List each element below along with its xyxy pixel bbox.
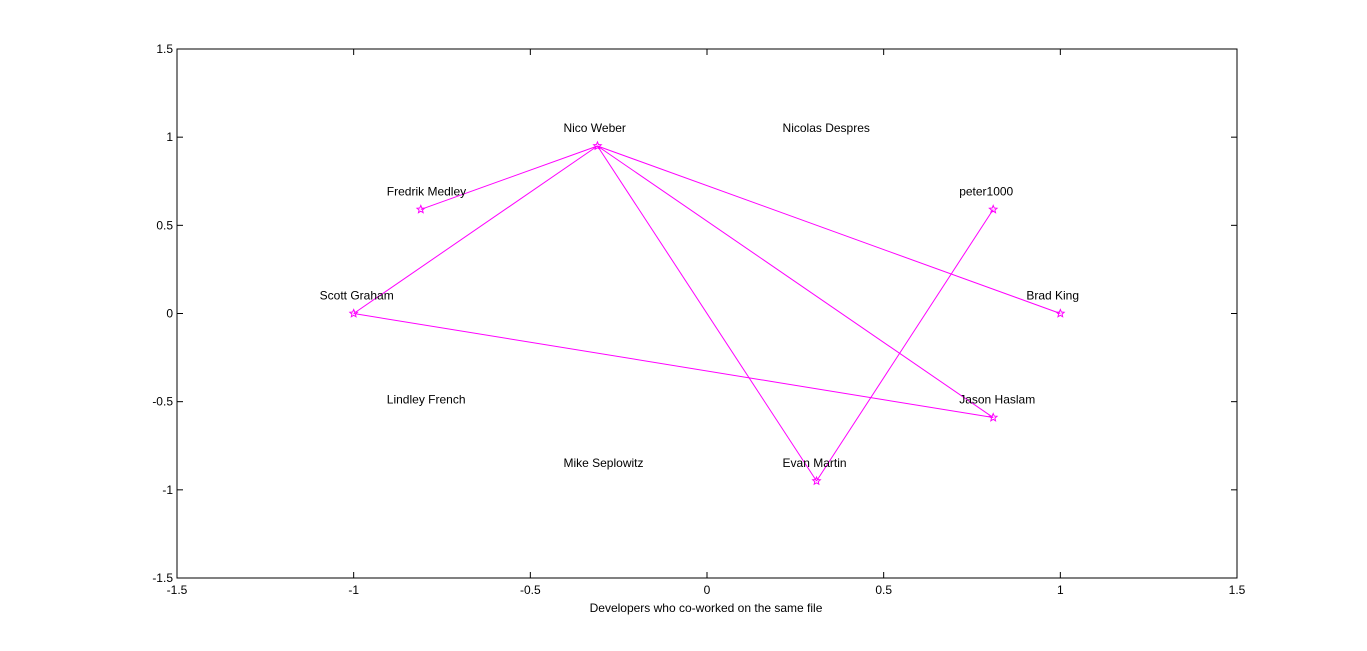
y-tick-label: 0 (166, 307, 173, 321)
node-label-peter1000: peter1000 (959, 184, 1013, 198)
x-tick-label: -1 (348, 583, 359, 597)
star-marker-evan-martin (811, 475, 822, 486)
node-label-fredrik-medley: Fredrik Medley (387, 184, 466, 198)
x-tick-label: -1.5 (167, 583, 188, 597)
y-tick-label: 0.5 (156, 218, 173, 232)
edge-nico-weber-brad-king (597, 145, 1061, 314)
star-marker-brad-king (1055, 308, 1066, 318)
edge-nico-weber-fredrik-medley (420, 145, 598, 210)
star-marker-nico-weber (592, 140, 603, 151)
edge-nico-weber-evan-martin (597, 145, 817, 482)
x-tick-label: -0.5 (520, 583, 541, 597)
node-label-scott-graham: Scott Graham (320, 289, 394, 303)
edge-nico-weber-jason-haslam (597, 145, 994, 418)
edge-scott-graham-jason-haslam (353, 313, 994, 419)
node-label-lindley-french: Lindley French (387, 393, 466, 407)
edge-nico-weber-scott-graham (353, 145, 598, 314)
edge-evan-martin-peter1000 (816, 209, 994, 482)
x-axis-title: Developers who co-worked on the same fil… (590, 601, 823, 615)
y-tick-label: 1.5 (156, 42, 173, 56)
y-tick-label: 1 (166, 130, 173, 144)
node-label-evan-martin: Evan Martin (783, 456, 847, 470)
plot-frame (176, 48, 1238, 579)
x-tick-label: 1 (1057, 583, 1064, 597)
node-label-nico-weber: Nico Weber (563, 121, 625, 135)
star-marker-fredrik-medley (415, 204, 426, 214)
y-tick-label: -0.5 (152, 395, 173, 409)
star-marker-peter1000 (988, 204, 999, 214)
y-tick-label: -1 (162, 483, 173, 497)
node-label-mike-seplowitz: Mike Seplowitz (563, 456, 643, 470)
labels-layer: Nico Weber Nicolas Despres Fredrik Medley p… (320, 121, 1079, 470)
star-marker-scott-graham (348, 308, 359, 318)
node-label-jason-haslam: Jason Haslam (959, 393, 1035, 407)
node-label-brad-king: Brad King (1026, 289, 1079, 303)
x-tick-label: 0 (704, 583, 711, 597)
x-tick-label: 1.5 (1229, 583, 1246, 597)
x-tick-label: 0.5 (875, 583, 892, 597)
node-label-nicolas-despres: Nicolas Despres (783, 121, 870, 135)
y-tick-label: -1.5 (152, 571, 173, 585)
markers-layer (348, 140, 1066, 486)
edges-layer (353, 145, 1061, 482)
star-marker-jason-haslam (988, 412, 999, 422)
